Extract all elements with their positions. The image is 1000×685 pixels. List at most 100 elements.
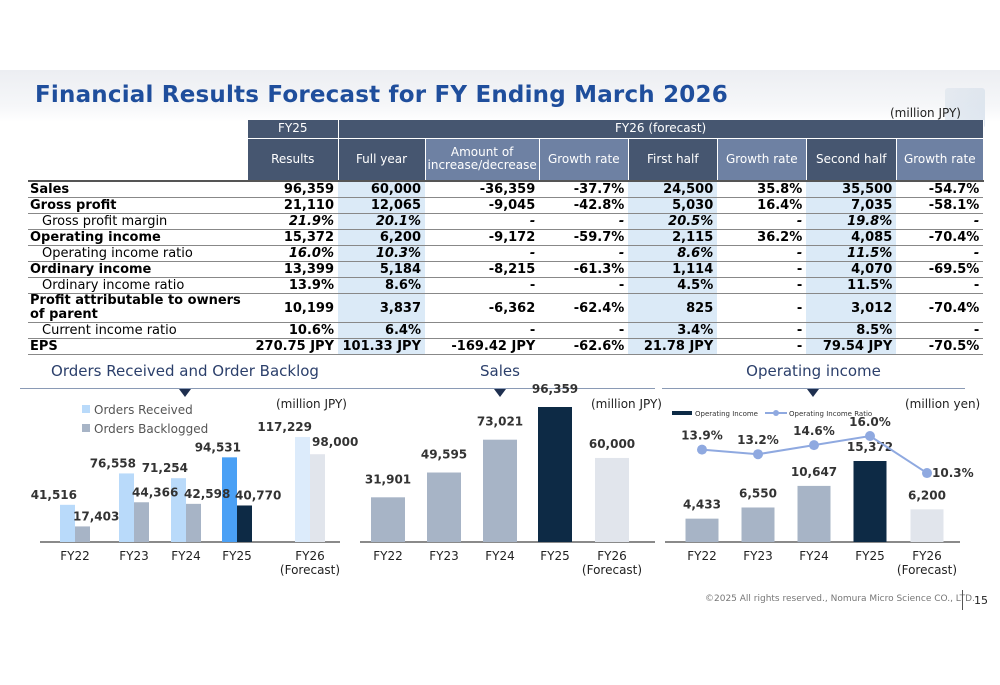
data-label: 44,366 — [132, 485, 178, 499]
column-header: Results — [248, 138, 339, 182]
orders-chart: FY22 FY23 FY24 FY25 FY26(Forecast) 41,516 76,5… — [31, 403, 359, 577]
table-cell: 11.5% — [806, 277, 897, 294]
legend-swatch — [672, 411, 692, 415]
table-cell: -6,362 — [425, 293, 540, 323]
table-cell: 8.6% — [628, 245, 718, 262]
table-cell: 36.2% — [717, 229, 807, 246]
column-header: Second half — [806, 138, 897, 182]
table-cell: 20.5% — [628, 213, 718, 230]
table-cell: -9,172 — [425, 229, 540, 246]
data-label: 42,598 — [184, 487, 230, 501]
data-label: 31,901 — [365, 472, 411, 486]
table-cell: -70.4% — [896, 293, 984, 323]
table-cell: 4,070 — [806, 261, 897, 278]
table-cell: 4,085 — [806, 229, 897, 246]
data-label: 94,531 — [195, 440, 241, 454]
table-cell: 11.5% — [806, 245, 897, 262]
header-fy26: FY26 (forecast) — [338, 120, 984, 139]
column-header: Growth rate — [896, 138, 984, 182]
row-label: Ordinary income ratio — [28, 277, 248, 294]
table-cell: - — [425, 322, 540, 339]
sales-bar — [483, 439, 517, 542]
row-label: Current income ratio — [28, 322, 248, 339]
sales-bar — [371, 497, 405, 542]
ratio-point — [865, 431, 875, 441]
operating-income-chart: FY22 FY23 FY24 FY25 FY26(Forecast) 4,433 6,550… — [665, 410, 974, 577]
table-row: Ordinary income ratio 13.9% 8.6% - -4.5% -11.… — [28, 277, 984, 294]
table-row: Sales 96,359 60,000 -36,359 -37.7% 24,500 35.8… — [28, 180, 984, 198]
divider — [345, 388, 655, 389]
data-label: 40,770 — [235, 488, 281, 502]
ratio-label: 14.6% — [793, 424, 835, 438]
table-cell: - — [539, 245, 629, 262]
row-label: Operating income ratio — [28, 245, 248, 262]
table-cell: 3.4% — [628, 322, 718, 339]
operating-income-bar — [685, 518, 719, 542]
page-number: 15 — [974, 594, 988, 607]
ratio-point — [922, 468, 932, 479]
table-cell: 6.4% — [338, 322, 425, 339]
table-cell: - — [539, 213, 629, 230]
x-tick-label: FY22 — [373, 549, 403, 563]
x-tick-label: (Forecast) — [280, 563, 340, 577]
table-cell: 96,359 — [248, 180, 338, 198]
row-label: Gross profit — [28, 197, 248, 214]
table-cell: - — [717, 261, 807, 278]
x-tick-label: FY24 — [799, 549, 829, 563]
operating-income-bar — [853, 461, 887, 542]
x-tick-label: FY23 — [429, 549, 459, 563]
table-row: Ordinary income 13,399 5,184 -8,215 -61.3% 1,… — [28, 261, 984, 278]
orders-received-bar — [222, 457, 237, 542]
table-cell: 20.1% — [338, 213, 425, 230]
orders-backlogged-bar — [75, 526, 90, 542]
x-tick-label: (Forecast) — [897, 563, 957, 577]
data-label: 4,433 — [683, 498, 721, 512]
table-row: EPS 270.75 JPY 101.33 JPY -169.42 JPY -62.6%… — [28, 338, 984, 355]
table-unit: (million JPY) — [890, 106, 961, 120]
data-label: 73,021 — [477, 415, 523, 429]
triangle-marker-icon — [179, 389, 191, 397]
table-row: Current income ratio 10.6% 6.4% - -3.4% -8.5%… — [28, 322, 984, 339]
data-label: 6,550 — [739, 486, 777, 500]
orders-received-bar — [60, 504, 75, 542]
table-cell: 16.0% — [248, 245, 338, 262]
legend-swatch — [82, 424, 90, 432]
row-label: Sales — [28, 180, 248, 198]
legend-label: Orders Backlogged — [94, 422, 208, 436]
table-cell: 12,065 — [338, 197, 425, 214]
ratio-label: 13.2% — [737, 433, 779, 447]
operating-income-bar — [910, 509, 944, 542]
operating-income-bar — [741, 507, 775, 542]
column-header: Growth rate — [717, 138, 807, 182]
table-cell: -42.8% — [539, 197, 629, 214]
table-cell: -8,215 — [425, 261, 540, 278]
table-cell: -58.1% — [896, 197, 984, 214]
table-cell: - — [425, 245, 540, 262]
table-cell: - — [896, 322, 984, 339]
x-tick-label: FY23 — [743, 549, 773, 563]
orders-received-bar — [295, 437, 310, 542]
x-tick-label: FY24 — [485, 549, 515, 563]
row-label: Profit attributable to owners of parent — [28, 293, 248, 323]
orders-received-bar — [171, 478, 186, 542]
page-title: Financial Results Forecast for FY Ending… — [35, 82, 728, 108]
data-label: 117,229 — [257, 420, 312, 434]
legend-label: Operating Income — [695, 410, 758, 418]
ratio-point — [753, 449, 763, 460]
data-label: 71,254 — [142, 461, 188, 475]
table-row: Operating income ratio 16.0% 10.3% - -8.6% -1… — [28, 245, 984, 262]
operating-income-bar — [797, 485, 831, 542]
sales-bar — [595, 457, 629, 542]
orders-unit: (million JPY) — [276, 397, 347, 411]
sales-bar — [538, 407, 572, 542]
table-cell: 101.33 JPY — [338, 338, 425, 355]
legend-label: Orders Received — [94, 403, 193, 417]
table-cell: 5,030 — [628, 197, 718, 214]
table-cell: - — [539, 322, 629, 339]
table-cell: - — [896, 277, 984, 294]
column-header: First half — [628, 138, 718, 182]
table-cell: 35.8% — [717, 180, 807, 198]
table-cell: 10.6% — [248, 322, 338, 339]
orders-backlogged-bar — [186, 503, 201, 542]
table-cell: 6,200 — [338, 229, 425, 246]
